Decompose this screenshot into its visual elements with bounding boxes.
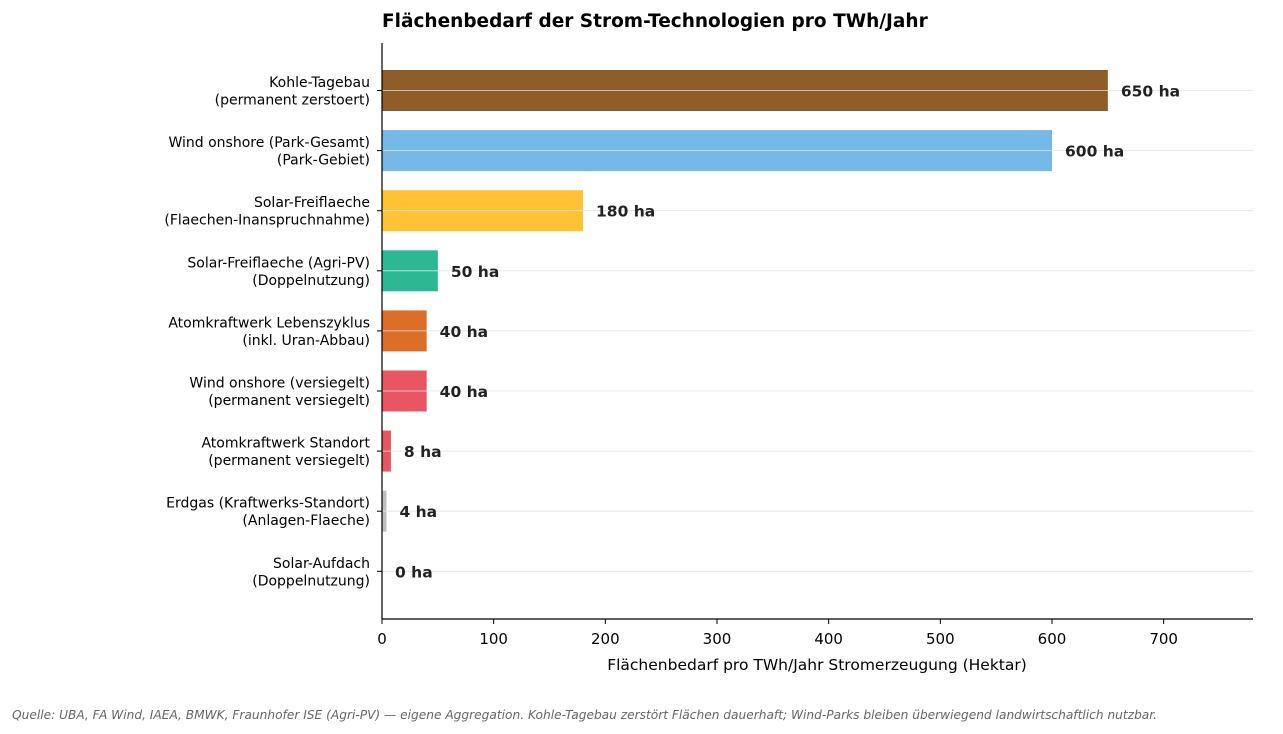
category-label-1: Wind onshore (Park-Gesamt) (Park-Gebiet) bbox=[168, 135, 370, 169]
x-tick-label-5: 500 bbox=[926, 630, 955, 648]
category-label-line: (permanent versiegelt) bbox=[208, 453, 370, 469]
value-label-0: 650 ha bbox=[1121, 83, 1180, 101]
category-labels: Kohle-Tagebau (permanent zerstoert) Wind o… bbox=[164, 75, 382, 589]
gridlines bbox=[382, 90, 1253, 572]
value-label-6: 8 ha bbox=[404, 443, 442, 461]
category-label-line: (permanent zerstoert) bbox=[215, 93, 370, 109]
category-label-line: (Flaechen-Inanspruchnahme) bbox=[164, 213, 370, 229]
category-label-line: (Doppelnutzung) bbox=[252, 273, 370, 289]
category-label-8: Solar-Aufdach (Doppelnutzung) bbox=[252, 556, 370, 590]
source-note: Quelle: UBA, FA Wind, IAEA, BMWK, Fraunh… bbox=[12, 708, 1158, 722]
category-label-6: Atomkraftwerk Standort (permanent versieg… bbox=[201, 436, 370, 470]
category-label-line: Solar-Freiflaeche bbox=[254, 195, 370, 211]
value-labels: 650 ha 600 ha 180 ha 50 ha 40 ha 40 ha 8 ha 4 h… bbox=[395, 83, 1180, 582]
value-label-4: 40 ha bbox=[440, 323, 488, 341]
value-label-8: 0 ha bbox=[395, 563, 433, 581]
category-label-line: Wind onshore (versiegelt) bbox=[189, 376, 370, 392]
x-tick-label-2: 200 bbox=[591, 630, 620, 648]
category-label-line: Atomkraftwerk Standort bbox=[201, 436, 370, 452]
value-label-2: 180 ha bbox=[596, 203, 655, 221]
x-tick-label-7: 700 bbox=[1149, 630, 1178, 648]
category-label-line: (Doppelnutzung) bbox=[252, 573, 370, 589]
category-label-line: Kohle-Tagebau bbox=[269, 75, 370, 91]
bars bbox=[382, 70, 1108, 532]
value-label-7: 4 ha bbox=[399, 503, 437, 521]
x-tick-label-4: 400 bbox=[814, 630, 843, 648]
category-label-line: Erdgas (Kraftwerks-Standort) bbox=[166, 496, 370, 512]
category-label-0: Kohle-Tagebau (permanent zerstoert) bbox=[215, 75, 370, 109]
category-label-3: Solar-Freiflaeche (Agri-PV) (Doppelnutzun… bbox=[187, 255, 370, 289]
x-tick-label-1: 100 bbox=[479, 630, 508, 648]
category-label-2: Solar-Freiflaeche (Flaechen-Inanspruchnah… bbox=[164, 195, 370, 229]
category-label-line: Solar-Freiflaeche (Agri-PV) bbox=[187, 255, 370, 271]
category-label-line: (Park-Gebiet) bbox=[277, 153, 370, 169]
chart-title: Flächenbedarf der Strom-Technologien pro… bbox=[382, 11, 929, 32]
category-label-4: Atomkraftwerk Lebenszyklus (inkl. Uran-Ab… bbox=[168, 315, 370, 349]
category-label-line: Wind onshore (Park-Gesamt) bbox=[168, 135, 370, 151]
value-label-5: 40 ha bbox=[440, 383, 488, 401]
x-tick-label-3: 300 bbox=[703, 630, 732, 648]
x-tick-label-0: 0 bbox=[377, 630, 387, 648]
category-label-line: Atomkraftwerk Lebenszyklus bbox=[168, 315, 370, 331]
category-label-7: Erdgas (Kraftwerks-Standort) (Anlagen-Fla… bbox=[166, 496, 370, 530]
category-label-line: (inkl. Uran-Abbau) bbox=[242, 333, 370, 349]
category-label-line: Solar-Aufdach bbox=[273, 556, 370, 572]
category-label-line: (permanent versiegelt) bbox=[208, 393, 370, 409]
x-tick-label-6: 600 bbox=[1038, 630, 1067, 648]
category-label-line: (Anlagen-Flaeche) bbox=[242, 513, 370, 529]
value-label-1: 600 ha bbox=[1065, 143, 1124, 161]
x-ticks: 0 100 200 300 400 500 600 700 bbox=[377, 619, 1178, 648]
value-label-3: 50 ha bbox=[451, 263, 499, 281]
category-label-5: Wind onshore (versiegelt) (permanent vers… bbox=[189, 376, 370, 410]
x-axis-label: Flächenbedarf pro TWh/Jahr Stromerzeugun… bbox=[607, 656, 1027, 674]
